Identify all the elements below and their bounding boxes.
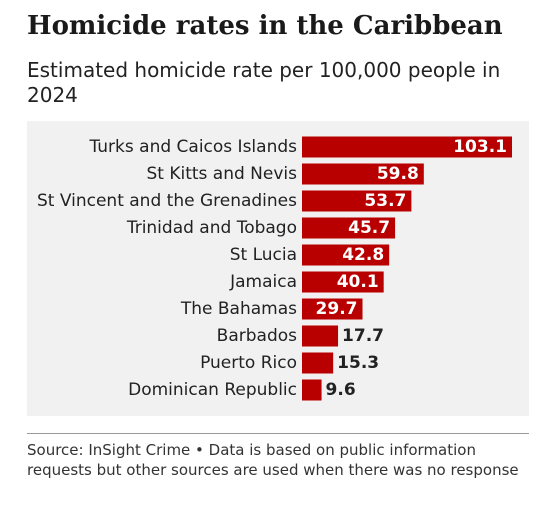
- bar: [302, 352, 334, 374]
- value-label: 53.7: [364, 191, 406, 211]
- chart-title: Homicide rates in the Caribbean: [27, 11, 503, 41]
- bar: [302, 163, 424, 185]
- category-label: Jamaica: [229, 272, 297, 292]
- category-label: Dominican Republic: [128, 380, 297, 400]
- bar: [302, 325, 339, 347]
- value-label: 40.1: [337, 272, 379, 292]
- bar: [302, 217, 396, 239]
- value-label: 9.6: [326, 380, 356, 400]
- value-label: 17.7: [342, 326, 384, 346]
- category-label: St Vincent and the Grenadines: [37, 191, 297, 211]
- category-label: Trinidad and Tobago: [126, 218, 297, 238]
- footer-divider: [27, 433, 529, 434]
- bar: [302, 244, 390, 266]
- value-label: 59.8: [377, 164, 419, 184]
- bar: [302, 190, 412, 212]
- category-label: Barbados: [217, 326, 297, 346]
- bar-chart: Turks and Caicos Islands 103.1 St Kitts an…: [37, 136, 512, 401]
- category-label: Puerto Rico: [200, 353, 297, 373]
- bar: [302, 298, 363, 320]
- source-note: Source: InSight Crime • Data is based on…: [27, 441, 519, 479]
- value-label: 29.7: [316, 299, 358, 319]
- value-label: 45.7: [348, 218, 390, 238]
- value-label: 42.8: [342, 245, 384, 265]
- category-label: St Lucia: [230, 245, 297, 265]
- category-label: Turks and Caicos Islands: [88, 137, 297, 157]
- value-label: 103.1: [453, 137, 507, 157]
- category-label: The Bahamas: [180, 299, 297, 319]
- category-label: St Kitts and Nevis: [146, 164, 297, 184]
- value-label: 15.3: [337, 353, 379, 373]
- chart-subtitle: Estimated homicide rate per 100,000 peop…: [27, 58, 501, 107]
- bar: [302, 271, 384, 293]
- bar: [302, 379, 322, 401]
- bar: [302, 136, 512, 158]
- chart-panel: Turks and Caicos Islands 103.1 St Kitts an…: [27, 121, 529, 416]
